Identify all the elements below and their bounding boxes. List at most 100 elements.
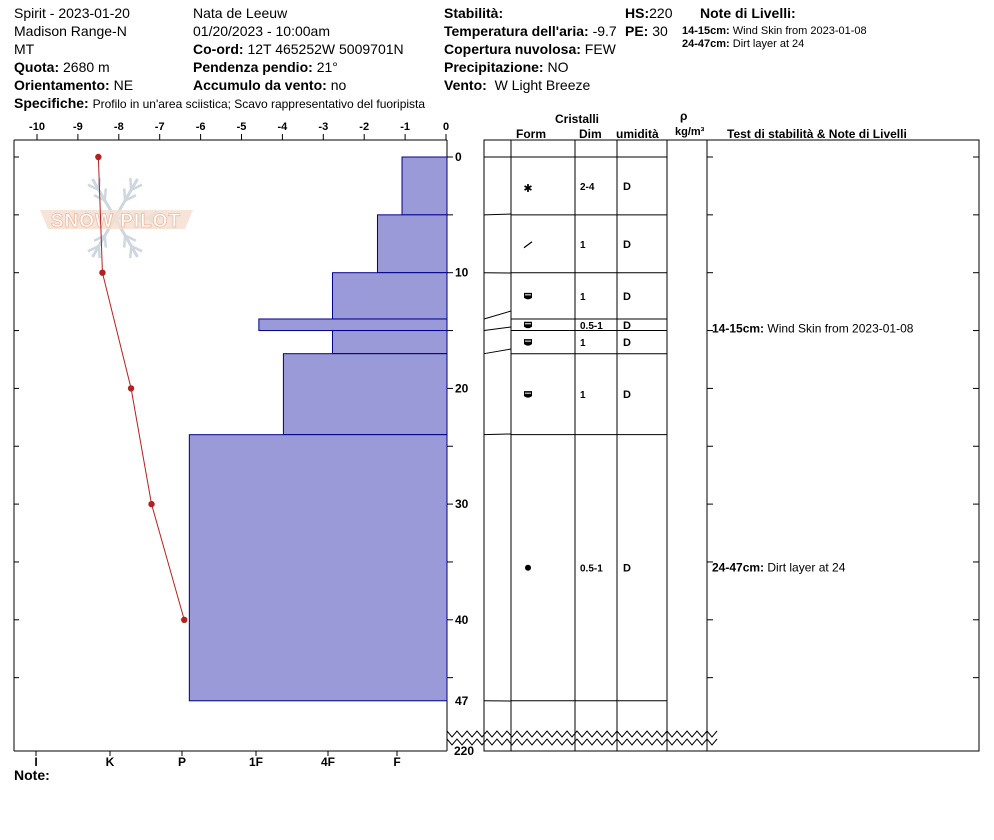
moisture: D [623,291,631,303]
specifics: Specifiche: Profilo in un'area sciistica… [14,95,425,112]
pe-label: PE: [625,23,649,39]
layer-note-text: Dirt layer at 24 [732,38,805,50]
stability-notes-header: Test di stabilità & Note di Livelli [727,127,907,141]
depth-connector-line [483,310,512,320]
coordinates-value: 12T 465252W 5009701N [247,41,404,57]
dim-header: Dim [579,127,602,141]
temperature-point [148,500,155,508]
hardness-layer-bar [376,214,448,274]
state: MT [14,41,35,57]
temperature-point [95,153,102,161]
mountain-range: Madison Range-N [14,23,127,39]
temp-tick-label: 0 [443,121,449,133]
table-layer-note: 24-47cm: Dirt layer at 24 [712,561,846,575]
layer-note-item: 14-15cm: Wind Skin from 2023-01-08 [682,25,867,38]
wind-loading-value: no [330,77,347,93]
temp-tick-label: -6 [196,121,206,133]
stability-label: Stabilità: [444,5,504,21]
crystal-size: 1 [580,292,586,303]
moisture: D [623,181,631,193]
slope-label: Pendenza pendio: [193,59,313,75]
crystal-size: 0.5-1 [580,321,603,332]
crystal-size: 0.5-1 [580,564,603,575]
snow-height: HS:220 [625,5,672,21]
hs-label: HS: [625,5,650,21]
coordinates-label: Co-ord: [193,41,244,57]
temp-tick-label: -9 [73,121,83,133]
moisture: D [623,239,631,251]
elevation-value: 2680 m [63,59,110,75]
temp-tick-label: -1 [400,121,410,133]
depth-tick-label: 0 [455,150,462,164]
temp-tick-label: -5 [237,121,247,133]
hs-value: 220 [649,5,673,21]
precip-value: NO [547,59,569,75]
hardness-tick-label: 1F [249,755,263,769]
depth-bottom-label: 220 [454,744,474,758]
snowflake-icon-branch [124,234,137,242]
temp-tick-label: -4 [278,121,289,133]
depth-connector-line [483,433,512,436]
hardness-tick-label: I [34,755,37,769]
snowflake-icon-branch [130,244,143,253]
aspect-label: Orientamento: [14,77,110,93]
faceted-crystal-icon [524,339,532,346]
cloud-value: FEW [584,41,616,57]
faceted-crystal-icon [524,321,532,329]
depth-tick-label: 47 [455,694,469,708]
temperature-point [127,385,135,392]
snowflake-icon-branch [122,188,127,201]
rho-header: ρ [680,109,688,123]
moisture: D [623,563,631,575]
depth-connector-line [483,213,512,216]
elevation: Quota: 2680 m [14,59,110,75]
specifics-value: Profilo in un'area sciistica; Scavo rapp… [92,97,426,111]
logo-banner [40,210,193,229]
depth-tick-label: 40 [455,613,469,627]
crystal-size: 1 [580,338,586,349]
temp-tick-label: -10 [29,121,45,133]
snowflake-icon-branch [103,188,108,201]
crystal-size: 2-4 [580,182,595,193]
aspect: Orientamento: NE [14,77,133,93]
location-name: Spirit - 2023-01-20 [14,5,130,21]
cloud-label: Copertura nuvolosa: [444,41,581,57]
faceted-crystal-icon-shape [524,391,532,398]
precip-label: Precipitazione: [444,59,544,75]
new-snow-icon: ✱ [523,183,532,195]
specifics-label: Specifiche: [14,95,89,111]
moisture: D [623,320,631,332]
crystal-table-frame [483,139,980,752]
wind-loading: Accumulo da vento: no [193,77,346,93]
crystals-header: Cristalli [555,112,600,126]
faceted-crystal-icon-shape [524,339,532,346]
layer-note-depth: 14-15cm: [682,25,730,37]
snowflake-icon-branch [93,234,106,242]
hardness-tick-label: F [393,755,400,769]
layer-notes-title: Note di Livelli: [700,5,796,21]
hardness-layer-bar [331,330,448,355]
slope-angle: Pendenza pendio: 21° [193,59,338,75]
depth-tick-label: 30 [455,497,469,511]
form-header: Form [516,127,546,141]
temp-tick-label: -7 [155,121,165,133]
depth-tick-label: 10 [455,266,469,280]
table-layer-note: 14-15cm: Wind Skin from 2023-01-08 [712,322,914,336]
depth-connector-line [483,326,512,332]
cloud-cover: Copertura nuvolosa: FEW [444,41,616,57]
snowflake-icon-branch [87,183,100,192]
snowflake-icon-branch [122,235,127,248]
rounded-grain-icon [525,564,531,571]
slope-value: 21° [316,59,338,75]
snowflake-icon-branch [87,244,100,253]
faceted-crystal-icon [524,391,532,398]
air-temperature: Temperatura dell'aria: -9.7 [444,23,617,39]
note-label: Note: [14,767,50,783]
snowflake-icon-branch [103,235,108,248]
crystal-size: 1 [580,240,586,251]
depth-tick-label: 20 [455,381,469,395]
hardness-layer-bar [188,434,448,702]
hardness-tick-label: 4F [321,755,335,769]
decomposing-fragments-icon [523,241,533,249]
